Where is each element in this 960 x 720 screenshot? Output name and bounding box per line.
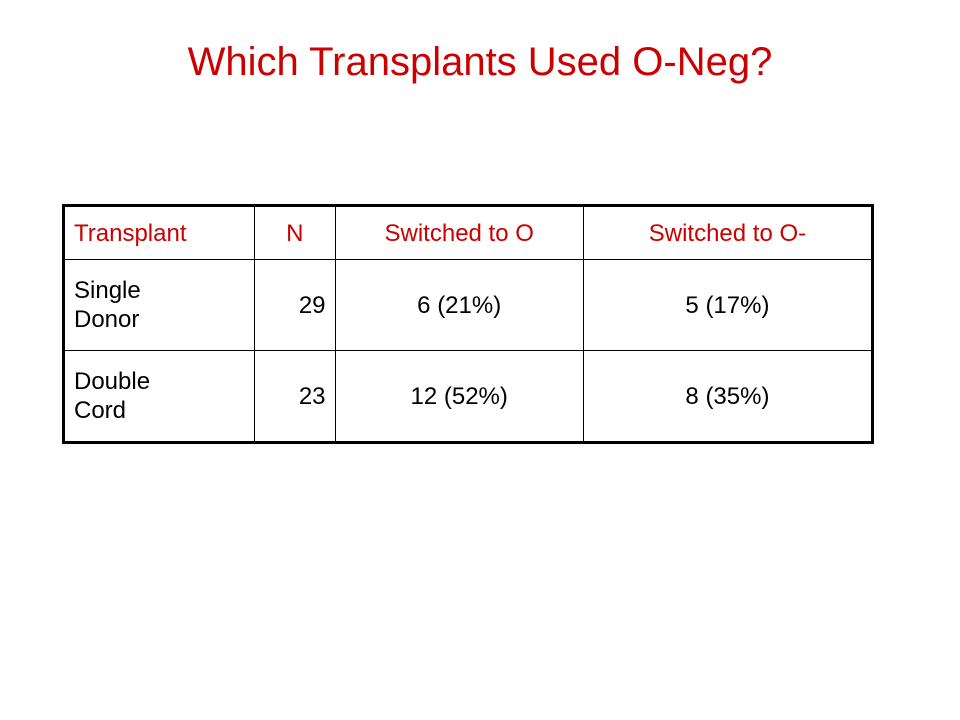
cell-transplant: Double Cord [62,350,256,443]
cell-switched-to-o-neg: 8 (35%) [582,350,874,443]
transplant-line: Cord [74,397,127,424]
cell-n: 29 [254,259,336,351]
cell-switched-to-o: 12 (52%) [334,350,584,443]
cell-transplant: Single Donor [62,259,256,351]
transplant-table: Transplant N Switched to O Switched to O… [62,204,874,444]
cell-n: 23 [254,350,336,443]
transplant-line: Double [74,368,151,395]
table-header-row: Transplant N Switched to O Switched to O… [62,205,874,260]
transplant-line: Single [74,277,141,304]
header-switched-to-o-neg: Switched to O- [582,205,874,260]
slide-title: Which Transplants Used O-Neg? [187,40,773,84]
table-row: Single Donor 29 6 (21%) 5 (17%) [62,259,874,351]
transplant-line: Donor [74,306,140,333]
table-row: Double Cord 23 12 (52%) 8 (35%) [62,350,874,443]
cell-switched-to-o: 6 (21%) [334,259,584,351]
header-transplant: Transplant [62,205,256,260]
cell-switched-to-o-neg: 5 (17%) [582,259,874,351]
header-n: N [254,205,336,260]
header-switched-to-o: Switched to O [334,205,584,260]
